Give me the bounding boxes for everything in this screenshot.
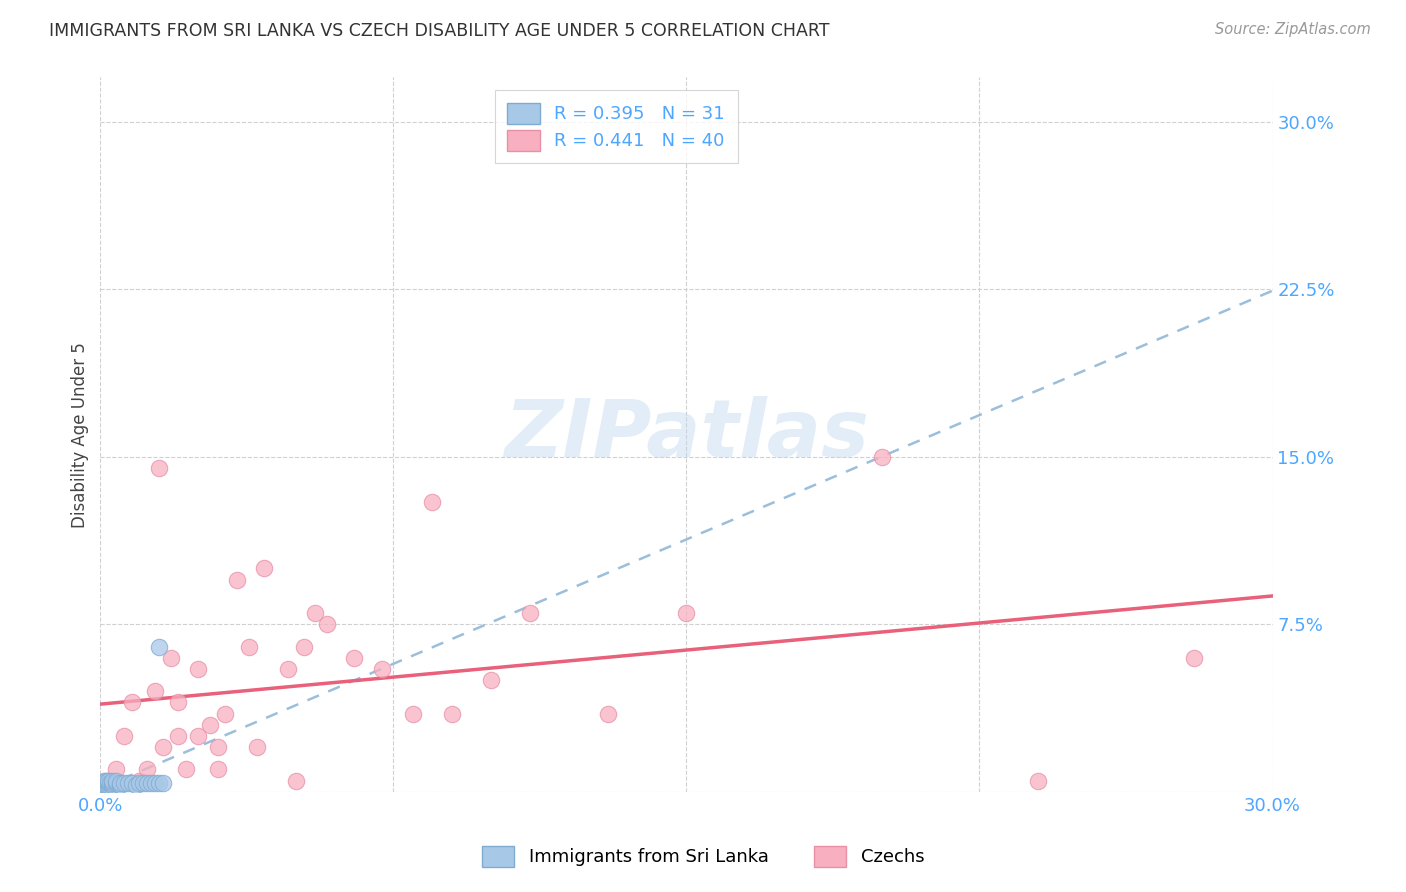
Point: [277, 662, 299, 676]
Point: [93, 778, 115, 792]
Point: [253, 561, 276, 575]
Point: [187, 662, 209, 676]
Point: [93, 778, 115, 792]
Point: [152, 740, 174, 755]
Point: [167, 695, 190, 709]
Point: [132, 776, 155, 790]
Point: [370, 662, 392, 676]
Point: [1026, 773, 1049, 788]
Point: [148, 461, 170, 475]
Point: [187, 729, 209, 743]
Point: [141, 776, 163, 790]
Point: [101, 773, 124, 788]
Point: [598, 706, 620, 721]
Point: [108, 776, 131, 790]
Point: [112, 729, 135, 743]
Point: [519, 606, 541, 620]
Y-axis label: Disability Age Under 5: Disability Age Under 5: [72, 342, 89, 527]
Point: [93, 773, 115, 788]
Point: [292, 640, 315, 654]
Point: [98, 776, 121, 790]
Point: [343, 650, 366, 665]
Point: [104, 763, 127, 777]
Point: [121, 776, 143, 790]
Point: [148, 640, 170, 654]
Point: [152, 776, 174, 790]
Point: [304, 606, 326, 620]
Point: [238, 640, 260, 654]
Point: [167, 729, 190, 743]
Point: [112, 776, 135, 790]
Point: [1182, 650, 1205, 665]
Point: [246, 740, 269, 755]
Point: [97, 773, 120, 788]
Point: [176, 763, 198, 777]
Point: [104, 773, 127, 788]
Point: [148, 776, 170, 790]
Point: [159, 650, 181, 665]
Point: [121, 695, 143, 709]
Point: [93, 776, 115, 790]
Text: ZIPatlas: ZIPatlas: [503, 395, 869, 474]
Point: [226, 573, 249, 587]
Point: [101, 778, 124, 792]
Point: [128, 776, 150, 790]
Point: [104, 776, 127, 790]
Point: [422, 494, 444, 508]
Point: [143, 684, 166, 698]
Point: [207, 763, 229, 777]
Legend: Immigrants from Sri Lanka, Czechs: Immigrants from Sri Lanka, Czechs: [474, 838, 932, 874]
Legend: R = 0.395   N = 31, R = 0.441   N = 40: R = 0.395 N = 31, R = 0.441 N = 40: [495, 90, 738, 163]
Point: [96, 773, 118, 788]
Point: [97, 773, 120, 788]
Point: [91, 778, 114, 792]
Point: [316, 617, 339, 632]
Text: IMMIGRANTS FROM SRI LANKA VS CZECH DISABILITY AGE UNDER 5 CORRELATION CHART: IMMIGRANTS FROM SRI LANKA VS CZECH DISAB…: [49, 22, 830, 40]
Point: [143, 776, 166, 790]
Point: [440, 706, 463, 721]
Point: [91, 776, 114, 790]
Point: [124, 778, 146, 792]
Point: [97, 776, 120, 790]
Point: [101, 776, 124, 790]
Point: [214, 706, 236, 721]
Text: Source: ZipAtlas.com: Source: ZipAtlas.com: [1215, 22, 1371, 37]
Point: [284, 773, 307, 788]
Point: [479, 673, 502, 687]
Point: [136, 776, 159, 790]
Point: [207, 740, 229, 755]
Point: [402, 706, 425, 721]
Point: [97, 778, 120, 792]
Point: [108, 778, 131, 792]
Point: [96, 778, 118, 792]
Point: [675, 606, 697, 620]
Point: [198, 717, 221, 731]
Point: [128, 773, 150, 788]
Point: [136, 763, 159, 777]
Point: [117, 776, 139, 790]
Point: [870, 450, 893, 464]
